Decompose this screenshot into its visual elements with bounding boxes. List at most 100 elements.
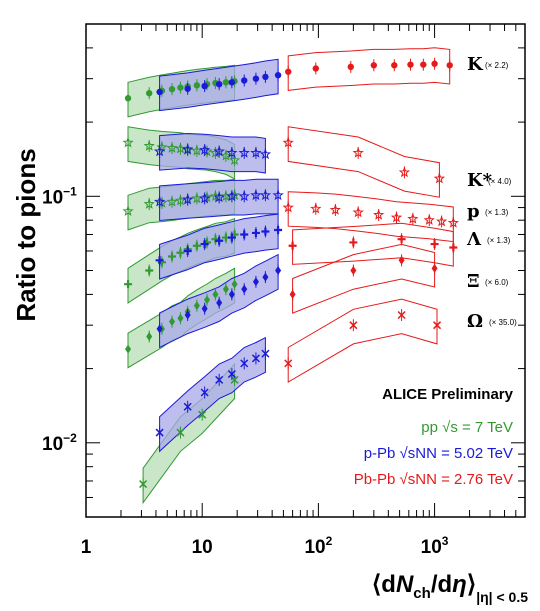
marker-diamond bbox=[228, 289, 235, 299]
marker-star bbox=[220, 149, 232, 161]
marker-circle bbox=[274, 69, 282, 82]
species-scale: (× 2.2) bbox=[485, 61, 509, 70]
marker-star bbox=[122, 205, 134, 218]
marker-star bbox=[433, 172, 446, 185]
band-PbPb-17 bbox=[287, 298, 438, 383]
marker-circle bbox=[347, 63, 354, 71]
marker-plus bbox=[176, 248, 185, 257]
marker-star bbox=[143, 140, 155, 151]
x-tick-base: 10 bbox=[421, 537, 442, 558]
marker-plus bbox=[168, 250, 177, 263]
marker-star bbox=[182, 143, 194, 156]
marker-diamond bbox=[201, 302, 208, 315]
marker-star bbox=[182, 143, 194, 155]
marker-plus bbox=[192, 241, 201, 250]
marker-plus bbox=[261, 225, 270, 238]
marker-circle bbox=[124, 95, 132, 102]
marker-star bbox=[407, 213, 419, 224]
marker-star bbox=[174, 194, 186, 207]
marker-circle bbox=[241, 77, 248, 84]
marker-diamond bbox=[222, 283, 229, 296]
marker-circle bbox=[168, 85, 176, 93]
y-tick-exp: −2 bbox=[63, 431, 77, 445]
marker-diamond bbox=[262, 271, 269, 284]
marker-circle bbox=[222, 76, 230, 89]
marker-circle bbox=[252, 75, 260, 82]
marker-diamond bbox=[252, 277, 259, 287]
marker-star bbox=[199, 144, 211, 157]
species-name: p bbox=[467, 201, 480, 222]
x-tick-base: 10 bbox=[192, 537, 213, 558]
marker-diamond bbox=[146, 331, 153, 341]
band-pPb-16 bbox=[159, 336, 266, 453]
marker-plus bbox=[349, 236, 358, 249]
marker-plus bbox=[200, 240, 209, 249]
marker-circle bbox=[201, 82, 208, 90]
marker-plus bbox=[124, 278, 133, 291]
marker-cross bbox=[155, 426, 164, 439]
marker-plus bbox=[449, 241, 458, 254]
marker-cross bbox=[139, 480, 148, 489]
marker-diamond bbox=[275, 264, 282, 277]
species-label: K bbox=[467, 54, 484, 75]
marker-circle bbox=[201, 80, 208, 93]
marker-star bbox=[226, 146, 238, 159]
marker-star bbox=[199, 192, 211, 204]
marker-circle bbox=[446, 59, 453, 72]
x-title-slash: /d bbox=[431, 571, 452, 598]
marker-cross bbox=[251, 354, 260, 363]
plot-frame bbox=[85, 23, 526, 518]
marker-circle bbox=[391, 62, 398, 69]
band-PbPb-5 bbox=[287, 126, 440, 198]
marker-cross bbox=[397, 308, 406, 321]
x-tick-exp: 3 bbox=[442, 534, 449, 548]
species-scale: (× 1.3) bbox=[485, 208, 509, 217]
marker-star bbox=[272, 189, 284, 201]
marker-star bbox=[329, 204, 341, 215]
marker-star bbox=[238, 190, 250, 202]
marker-cross bbox=[155, 428, 164, 437]
marker-cross bbox=[200, 388, 209, 397]
marker-circle bbox=[312, 62, 320, 75]
species-label: Λ bbox=[466, 229, 482, 250]
marker-star bbox=[213, 191, 225, 203]
marker-diamond bbox=[169, 317, 176, 327]
marker-diamond bbox=[289, 289, 296, 299]
x-tick-label: 1 bbox=[81, 537, 92, 558]
marker-cross bbox=[261, 347, 270, 360]
marker-star bbox=[352, 146, 364, 158]
marker-star bbox=[182, 193, 194, 206]
marker-cross bbox=[240, 357, 249, 370]
marker-diamond bbox=[350, 264, 357, 277]
marker-star bbox=[182, 193, 194, 205]
marker-circle bbox=[177, 81, 184, 94]
marker-circle bbox=[215, 80, 223, 88]
marker-diamond bbox=[275, 266, 282, 275]
marker-cross bbox=[176, 428, 185, 437]
marker-cross bbox=[261, 349, 270, 358]
marker-diamond bbox=[125, 343, 132, 356]
y-tick-label: 10−2 bbox=[42, 431, 77, 455]
marker-diamond bbox=[169, 315, 176, 328]
marker-plus bbox=[288, 241, 297, 250]
marker-plus bbox=[251, 226, 260, 239]
marker-star bbox=[166, 195, 178, 207]
data-markers bbox=[122, 57, 459, 491]
marker-star bbox=[199, 192, 211, 205]
marker-star bbox=[282, 136, 294, 149]
marker-cross bbox=[433, 321, 442, 330]
marker-diamond bbox=[193, 301, 200, 311]
marker-circle bbox=[241, 74, 248, 87]
marker-cross bbox=[198, 408, 207, 421]
marker-star bbox=[282, 201, 294, 213]
marker-plus bbox=[430, 240, 439, 249]
marker-circle bbox=[431, 60, 438, 67]
marker-star bbox=[259, 148, 272, 161]
marker-star bbox=[213, 145, 225, 158]
marker-circle bbox=[407, 61, 414, 68]
species-scale: (× 6.0) bbox=[485, 278, 509, 287]
marker-plus bbox=[168, 252, 177, 261]
y-axis-title: Ratio to pions bbox=[11, 148, 41, 321]
marker-plus bbox=[251, 228, 260, 237]
x-title-eta: η bbox=[452, 571, 467, 598]
